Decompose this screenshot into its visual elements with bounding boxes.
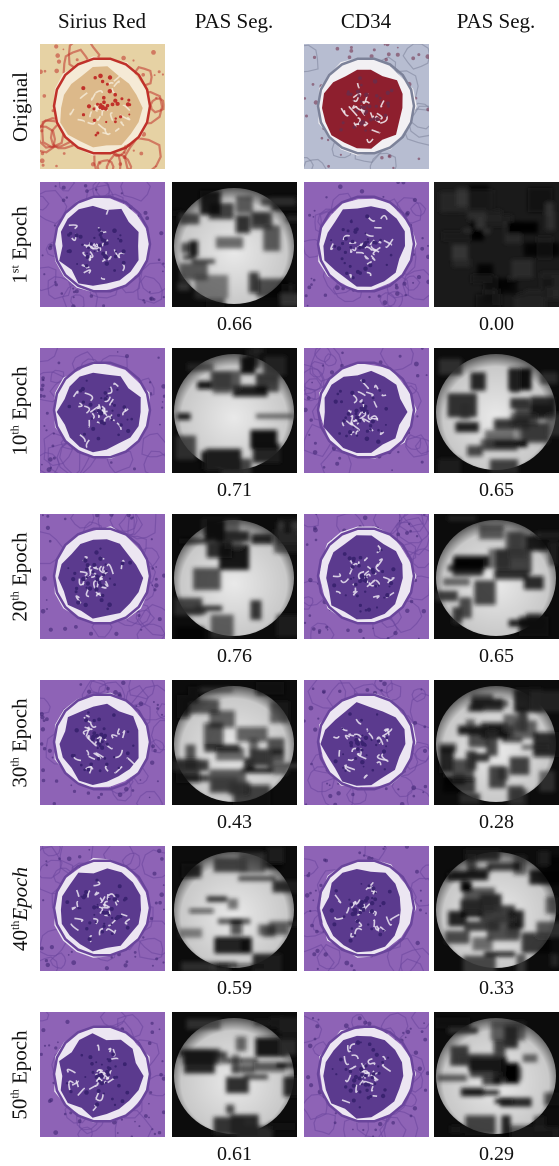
pas-stain-image-r6-c0 [40,1012,165,1137]
row-label-number: 20 [8,600,32,621]
sirius-stain-image-r0-c0 [40,44,165,169]
segmentation-map-r6-c3 [434,1012,559,1137]
row-label-word: Epoch [8,867,32,921]
row-label-number: 1 [8,273,32,284]
row-label-number: 10 [8,434,32,455]
dice-score-r6-c3: 0.29 [434,1142,559,1166]
row-label-ordinal: st [8,265,22,273]
segmentation-map-r1-c3 [434,182,559,307]
dice-score-r6-c1: 0.61 [172,1142,297,1166]
row-label-number: 30 [8,766,32,787]
segmentation-map-r4-c1 [172,680,297,805]
row-label-text: Original [8,72,32,142]
dice-score-r4-c3: 0.28 [434,810,559,834]
segmentation-map-r5-c3 [434,846,559,971]
dice-score-r2-c1: 0.71 [172,478,297,502]
row-label-2: 10th Epoch [0,348,40,473]
column-header-cd34: CD34 [300,8,432,34]
row-label-word: Epoch [8,366,32,425]
segmentation-map-r2-c1 [172,348,297,473]
dice-score-r5-c3: 0.33 [434,976,559,1000]
column-header-sirius-red: Sirius Red [36,8,168,34]
pas-stain-image-r5-c2 [304,846,429,971]
row-label-3: 20th Epoch [0,514,40,639]
row-label-ordinal: th [8,425,22,434]
row-label-4: 30th Epoch [0,680,40,805]
row-label-number: 40 [8,930,32,951]
pas-stain-image-r1-c0 [40,182,165,307]
pas-stain-image-r3-c2 [304,514,429,639]
row-label-6: 50th Epoch [0,1012,40,1137]
row-label-ordinal: th [8,591,22,600]
row-label-word: Epoch [8,206,32,265]
row-label-text: 30th Epoch [8,698,32,787]
segmentation-map-r5-c1 [172,846,297,971]
segmentation-map-r3-c3 [434,514,559,639]
dice-score-r1-c1: 0.66 [172,312,297,336]
row-label-0: Original [0,44,40,169]
segmentation-map-r2-c3 [434,348,559,473]
segmentation-map-r4-c3 [434,680,559,805]
row-label-number: 50 [8,1098,32,1119]
pas-stain-image-r4-c0 [40,680,165,805]
row-label-word: Epoch [8,532,32,591]
pas-stain-image-r1-c2 [304,182,429,307]
row-label-text: 50th Epoch [8,1030,32,1119]
pas-stain-image-r2-c0 [40,348,165,473]
cd34-stain-image-r0-c2 [304,44,429,169]
pas-stain-image-r3-c0 [40,514,165,639]
dice-score-r4-c1: 0.43 [172,810,297,834]
pas-stain-image-r6-c2 [304,1012,429,1137]
row-label-ordinal: th [8,757,22,766]
dice-score-r2-c3: 0.65 [434,478,559,502]
row-label-word: Original [8,72,32,142]
pas-stain-image-r4-c2 [304,680,429,805]
row-label-5: 40thEpoch [0,846,40,971]
dice-score-r3-c1: 0.76 [172,644,297,668]
pas-stain-image-r5-c0 [40,846,165,971]
segmentation-map-r6-c1 [172,1012,297,1137]
column-header-pas-seg-1: PAS Seg. [168,8,300,34]
row-label-ordinal: th [8,1089,22,1098]
row-label-ordinal: th [8,920,22,929]
dice-score-r3-c3: 0.65 [434,644,559,668]
dice-score-r1-c3: 0.00 [434,312,559,336]
row-label-text: 20th Epoch [8,532,32,621]
column-header-pas-seg-2: PAS Seg. [430,8,559,34]
dice-score-r5-c1: 0.59 [172,976,297,1000]
row-label-word: Epoch [8,698,32,757]
row-label-1: 1st Epoch [0,182,40,307]
segmentation-map-r1-c1 [172,182,297,307]
row-label-text: 10th Epoch [8,366,32,455]
pas-stain-image-r2-c2 [304,348,429,473]
row-label-text: 40thEpoch [8,867,32,951]
row-label-word: Epoch [8,1030,32,1089]
row-label-text: 1st Epoch [8,206,32,283]
segmentation-map-r3-c1 [172,514,297,639]
